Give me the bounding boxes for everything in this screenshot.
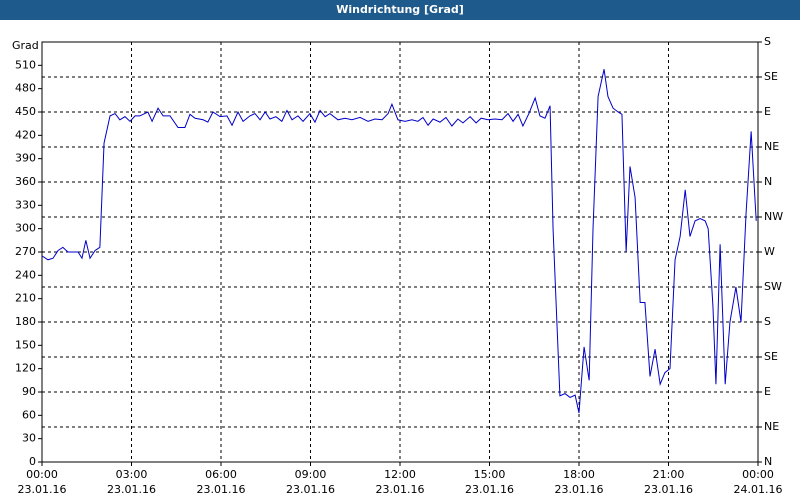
y-tick-label: 30	[22, 432, 36, 445]
y-tick-label: 240	[15, 268, 36, 281]
y2-tick-label: SW	[764, 280, 782, 293]
y2-tick-label: NE	[764, 140, 779, 153]
y2-tick-label: N	[764, 175, 772, 188]
title-bar	[0, 0, 800, 20]
y2-tick-label: SE	[764, 350, 778, 363]
grid	[42, 42, 758, 462]
y-axis-label: Grad	[12, 39, 39, 52]
y-tick-label: 480	[15, 82, 36, 95]
chart-title: Windrichtung [Grad]	[336, 3, 464, 16]
y-tick-label: 360	[15, 175, 36, 188]
x-tick-label: 06:00 23.01.16	[197, 468, 246, 496]
x-tick-label: 00:00 23.01.16	[18, 468, 67, 496]
y2-tick-label: E	[764, 385, 771, 398]
y2-tick-label: S	[764, 35, 771, 48]
y-tick-label: 390	[15, 152, 36, 165]
y2-tick-label: NE	[764, 420, 779, 433]
y2-tick-label: W	[764, 245, 775, 258]
y-tick-label: 450	[15, 105, 36, 118]
y-tick-label: 60	[22, 408, 36, 421]
y-tick-label: 420	[15, 128, 36, 141]
y2-tick-label: SE	[764, 70, 778, 83]
y-tick-label: 0	[29, 455, 36, 468]
y-tick-label: 150	[15, 338, 36, 351]
y-tick-label: 330	[15, 198, 36, 211]
y2-tick-label: NW	[764, 210, 783, 223]
x-tick-label: 03:00 23.01.16	[107, 468, 156, 496]
y2-tick-label: N	[764, 455, 772, 468]
y-tick-label: 270	[15, 245, 36, 258]
x-tick-label: 21:00 23.01.16	[644, 468, 693, 496]
x-tick-label: 09:00 23.01.16	[286, 468, 335, 496]
y2-tick-label: S	[764, 315, 771, 328]
x-tick-label: 00:00 24.01.16	[734, 468, 783, 496]
y2-tick-label: E	[764, 105, 771, 118]
y-tick-label: 210	[15, 292, 36, 305]
x-tick-label: 12:00 23.01.16	[376, 468, 425, 496]
y-tick-label: 300	[15, 222, 36, 235]
y-tick-label: 90	[22, 385, 36, 398]
x-tick-label: 15:00 23.01.16	[465, 468, 514, 496]
y-tick-label: 510	[15, 58, 36, 71]
x-tick-label: 18:00 23.01.16	[555, 468, 604, 496]
y-tick-label: 180	[15, 315, 36, 328]
y-tick-label: 120	[15, 362, 36, 375]
data-line	[41, 69, 757, 414]
